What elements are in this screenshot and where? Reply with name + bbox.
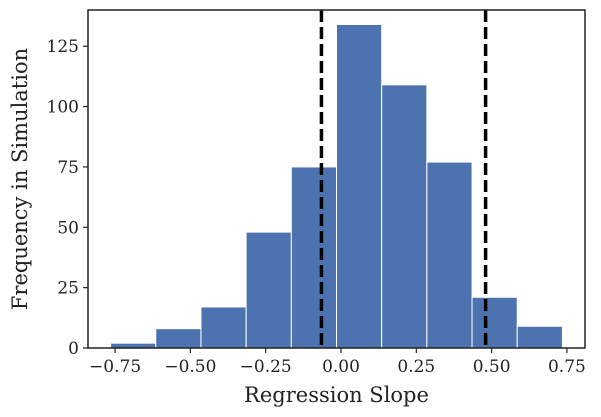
histogram-bar-7 [426,161,473,349]
histogram-bar-3 [245,231,292,349]
histogram-bar-2 [200,306,247,349]
x-axis-label: Regression Slope [244,383,429,407]
y-tick-label: 25 [57,279,79,299]
histogram-bar-5 [336,23,383,349]
y-tick-label: 100 [47,98,79,118]
histogram-bar-6 [381,84,428,349]
reference-lines-group [319,10,488,348]
x-tick-label: −0.50 [164,357,216,377]
y-axis-label: Frequency in Simulation [8,48,32,310]
histogram-bar-4 [290,166,337,349]
x-tick-label: −0.25 [240,357,292,377]
bars-group [110,23,563,349]
y-tick-label: 50 [57,218,79,238]
histogram-bar-8 [471,296,518,349]
x-tick-label: 0.00 [322,357,360,377]
y-tick-label: 75 [57,158,79,178]
x-tick-label: 0.25 [397,357,435,377]
plot-frame [87,9,586,349]
y-tick-label: 125 [47,37,79,57]
histogram-bar-9 [516,325,563,349]
x-tick-label: 0.75 [548,357,586,377]
y-axis-ticks: 0 25 50 75 100 125 [47,37,88,359]
x-axis-ticks: −0.75 −0.50 −0.25 0.00 0.25 0.50 0.75 [89,348,586,377]
y-tick-label: 0 [68,339,79,359]
histogram-bar-1 [155,328,202,349]
x-tick-label: −0.75 [89,357,141,377]
x-tick-label: 0.50 [473,357,511,377]
